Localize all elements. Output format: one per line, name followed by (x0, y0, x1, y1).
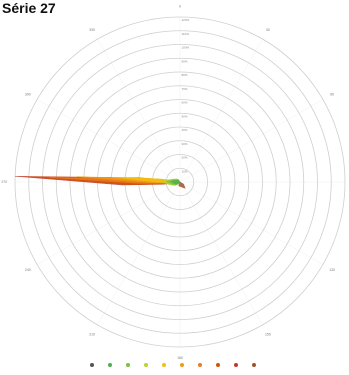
ring-label: 30% (182, 142, 188, 146)
series-layer (15, 176, 185, 188)
series-9-area (179, 182, 186, 188)
legend-marker (252, 363, 256, 367)
legend-marker (126, 363, 130, 367)
legend (90, 363, 256, 367)
legend-marker (216, 363, 220, 367)
legend-marker (162, 363, 166, 367)
ring-label: 90% (182, 59, 188, 63)
direction-label: 30 (266, 28, 270, 32)
direction-label: 210 (89, 332, 95, 336)
ring-label: 120% (182, 18, 190, 22)
direction-label: 60 (330, 92, 334, 96)
direction-label: 330 (89, 28, 95, 32)
legend-marker (144, 363, 148, 367)
direction-label: 0 (179, 4, 181, 8)
ring-label: 10% (182, 169, 188, 173)
legend-marker (234, 363, 238, 367)
legend-marker (180, 363, 184, 367)
direction-label: 180 (177, 356, 183, 360)
ring-label: 100% (182, 46, 190, 50)
ring-label: 40% (182, 128, 188, 132)
legend-marker (90, 363, 94, 367)
direction-label: 120 (329, 268, 335, 272)
ring-label: 60% (182, 101, 188, 105)
legend-marker (108, 363, 112, 367)
direction-label: 300 (25, 92, 31, 96)
legend-marker (198, 363, 202, 367)
ring-label: 20% (182, 156, 188, 160)
ring-label: 110% (182, 32, 190, 36)
direction-label: 240 (25, 268, 31, 272)
ring-label: 80% (182, 73, 188, 77)
ring-label: 50% (182, 114, 188, 118)
ring-label: 70% (182, 87, 188, 91)
direction-label: 270 (1, 180, 7, 184)
direction-label: 150 (265, 332, 271, 336)
